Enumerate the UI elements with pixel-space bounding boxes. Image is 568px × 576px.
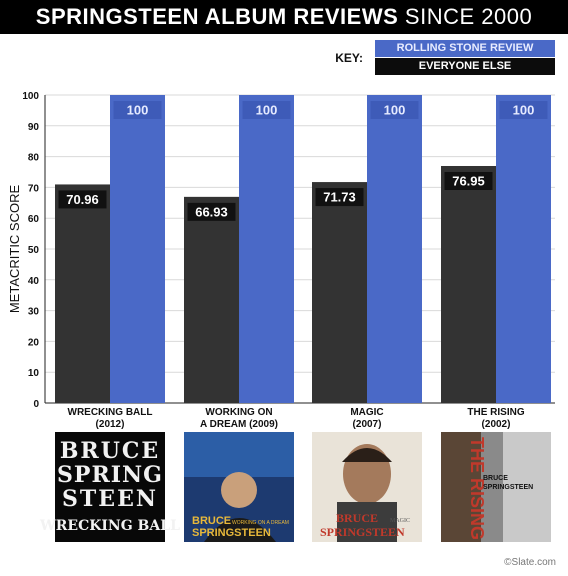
chart-title: SPRINGSTEEN ALBUM REVIEWS SINCE 2000 (0, 0, 568, 34)
cover-text: SPRING (57, 462, 163, 488)
title-sub: SINCE 2000 (404, 4, 533, 29)
cover-text: WORKING ON A DREAM (232, 520, 289, 526)
cover-wall (441, 432, 481, 542)
y-tick-label: 70 (28, 183, 40, 194)
category-label-box (184, 404, 294, 432)
bar-rolling-stone (367, 95, 422, 403)
x-tick-label-line2: (2002) (482, 419, 511, 430)
cover-text: BRUCE (336, 511, 378, 525)
bar-everyone-else (184, 196, 239, 403)
cover-figure-body (204, 518, 276, 542)
y-tick-label: 20 (28, 337, 40, 348)
data-label: 100 (256, 103, 278, 118)
value-label-bg (187, 202, 236, 221)
bar-everyone-else (312, 182, 367, 403)
album-cover-wrecking-ball (55, 432, 165, 542)
cover-sky (184, 432, 294, 477)
cover-text: BRUCE (483, 475, 508, 482)
x-tick-label-line2: A DREAM (2009) (200, 419, 278, 430)
x-tick-label-line1: MAGIC (350, 407, 383, 418)
data-label: 71.73 (323, 190, 356, 205)
x-tick-label-line2: (2007) (353, 419, 382, 430)
x-tick-label-line2: (2012) (96, 419, 125, 430)
x-tick-label-line1: THE RISING (467, 407, 524, 418)
cover-text: THE RISING (467, 437, 487, 540)
y-axis-label: METACRITIC SCORE (7, 185, 22, 314)
x-tick-label-line1: WORKING ON (205, 407, 272, 418)
data-label: 100 (127, 103, 149, 118)
y-tick-label: 40 (28, 276, 40, 287)
legend: KEY: ROLLING STONE REVIEW EVERYONE ELSE (0, 0, 568, 80)
cover-text: SPRINGSTEEN (192, 527, 271, 539)
legend-key-label: KEY: (335, 51, 363, 65)
y-tick-label: 30 (28, 307, 40, 318)
cover-text: MAGIC (390, 518, 410, 524)
x-tick-label-line1: WRECKING BALL (68, 407, 153, 418)
y-tick-label: 80 (28, 153, 40, 164)
cover-text: BRUCE (60, 438, 160, 464)
value-label-bg (444, 171, 493, 190)
cover-figure (221, 472, 257, 508)
title-main: SPRINGSTEEN ALBUM REVIEWS (35, 4, 399, 29)
data-label: 100 (384, 103, 406, 118)
data-label: 100 (513, 103, 535, 118)
category-label-box (441, 404, 551, 432)
value-label-bg (499, 101, 548, 119)
cover-text: SPRINGSTEEN (483, 484, 533, 491)
category-label-box (55, 404, 165, 432)
y-tick-label: 60 (28, 214, 40, 225)
cover-text: STEEN (62, 486, 158, 512)
cover-hair (342, 448, 392, 462)
legend-rolling-stone: ROLLING STONE REVIEW (375, 40, 555, 57)
value-label-bg (370, 101, 419, 119)
cover-text: BRUCE (192, 515, 231, 527)
value-label-bg (58, 190, 107, 209)
cover-text: WRECKING BALL (39, 518, 180, 534)
bar-rolling-stone (496, 95, 551, 403)
value-label-bg (315, 188, 364, 207)
cover-shirt (337, 502, 397, 542)
bar-rolling-stone (110, 95, 165, 403)
legend-everyone-else: EVERYONE ELSE (375, 58, 555, 75)
value-label-bg (242, 101, 291, 119)
bar-everyone-else (55, 184, 110, 403)
category-label-box (312, 404, 422, 432)
data-label: 70.96 (66, 192, 99, 207)
y-tick-label: 50 (28, 245, 40, 256)
y-tick-label: 100 (22, 91, 39, 102)
y-tick-label: 0 (33, 399, 39, 410)
cover-light (503, 432, 551, 542)
cover-text: SPRINGSTEEN (320, 525, 405, 539)
data-label: 76.95 (452, 173, 485, 188)
y-tick-label: 10 (28, 368, 40, 379)
y-tick-label: 90 (28, 122, 40, 133)
data-label: 66.93 (195, 204, 228, 219)
bar-rolling-stone (239, 95, 294, 403)
credit: ©Slate.com (504, 557, 556, 568)
bar-everyone-else (441, 165, 496, 403)
value-label-bg (113, 101, 162, 119)
